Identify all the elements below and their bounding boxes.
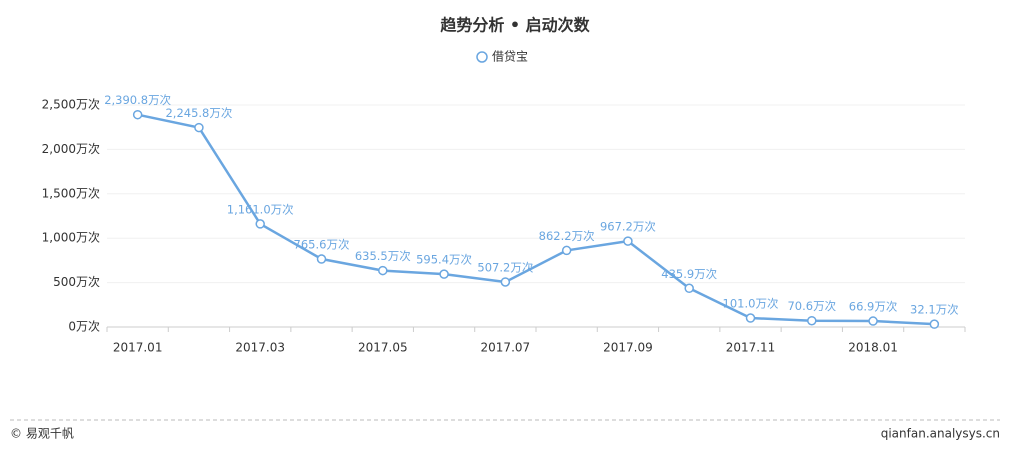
footer-left: © 易观千帆: [10, 426, 74, 441]
y-tick-label: 2,000万次: [42, 142, 100, 156]
y-tick-label: 0万次: [68, 320, 100, 334]
data-point: [194, 122, 204, 133]
x-tick-label: 2017.05: [358, 341, 408, 355]
data-point: [561, 245, 572, 256]
data-label: 101.0万次: [723, 297, 779, 311]
y-tick-label: 2,500万次: [42, 98, 100, 112]
chart-title: 趋势分析 • 启动次数: [440, 16, 590, 35]
x-tick-label: 2018.01: [848, 341, 898, 355]
data-point: [255, 219, 265, 229]
data-point: [745, 313, 756, 323]
data-point: [132, 109, 143, 120]
data-point: [378, 265, 388, 276]
data-label: 862.2万次: [539, 229, 595, 243]
data-point: [500, 277, 511, 287]
x-tick-label: 2017.07: [481, 341, 531, 355]
x-tick-label: 2017.11: [726, 341, 776, 355]
y-tick-label: 1,000万次: [42, 231, 100, 245]
data-label: 967.2万次: [600, 220, 656, 234]
data-label: 635.5万次: [355, 249, 411, 263]
data-label: 66.9万次: [849, 300, 898, 314]
footer-right: qianfan.analysys.cn: [881, 427, 1000, 441]
data-point: [929, 319, 940, 329]
data-point: [316, 254, 327, 264]
data-label: 2,390.8万次: [104, 93, 171, 107]
data-label: 32.1万次: [910, 303, 959, 317]
x-tick-label: 2017.09: [603, 341, 653, 355]
data-point: [684, 283, 694, 294]
x-tick-label: 2017.01: [113, 341, 163, 355]
series-line: [137, 113, 935, 326]
data-label: 595.4万次: [416, 253, 472, 267]
data-label: 2,245.8万次: [165, 106, 232, 120]
y-tick-label: 500万次: [53, 275, 100, 289]
data-label: 70.6万次: [787, 299, 836, 313]
data-point: [623, 236, 633, 246]
legend-label: 借贷宝: [492, 50, 528, 64]
data-label: 765.6万次: [294, 238, 350, 252]
data-label: 435.9万次: [661, 267, 717, 281]
data-label: 1,161.0万次: [227, 202, 294, 216]
data-point: [868, 316, 878, 326]
x-tick-label: 2017.03: [235, 341, 285, 355]
data-point: [439, 269, 449, 279]
data-label: 507.2万次: [477, 260, 533, 274]
legend-marker: [476, 51, 488, 63]
data-point: [807, 315, 817, 326]
y-tick-label: 1,500万次: [42, 186, 100, 200]
